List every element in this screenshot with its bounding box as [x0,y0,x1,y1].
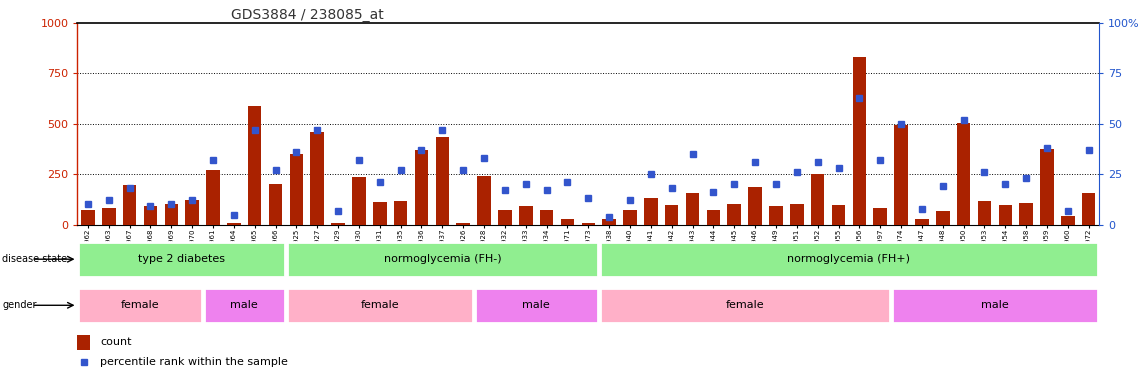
Text: disease state: disease state [2,254,67,264]
Bar [394,202,408,225]
Bar [248,106,262,225]
Bar [874,207,887,225]
Bar [915,218,928,225]
Bar [706,210,720,225]
Bar [144,207,157,225]
Bar [644,199,657,225]
Text: male: male [523,300,550,310]
Bar [623,210,637,225]
Bar [894,125,908,225]
Bar [475,288,598,323]
Bar [1040,149,1054,225]
Bar [603,218,616,225]
Text: gender: gender [2,300,36,310]
Text: normoglycemia (FH+): normoglycemia (FH+) [787,254,910,264]
Text: male: male [230,300,259,310]
Text: percentile rank within the sample: percentile rank within the sample [100,357,288,367]
Text: male: male [981,300,1009,310]
Bar [831,205,845,225]
Bar [287,288,473,323]
Bar [936,210,950,225]
Bar [227,223,240,225]
Bar [560,218,574,225]
Bar [540,210,554,225]
Bar [999,205,1013,225]
Bar [79,288,202,323]
Bar [769,207,782,225]
Bar [457,223,470,225]
Bar [665,205,679,225]
Text: female: female [360,300,399,310]
Bar [81,210,95,225]
Text: type 2 diabetes: type 2 diabetes [138,254,226,264]
Bar [728,205,741,225]
Bar [164,205,178,225]
Bar [79,242,285,277]
Bar [289,154,303,225]
Bar [811,174,825,225]
Bar [352,177,366,225]
Bar [600,288,890,323]
Bar [287,242,598,277]
Bar [1062,215,1074,225]
Bar [123,185,137,225]
Bar [686,194,699,225]
Bar [331,223,345,225]
Bar [748,187,762,225]
Text: GDS3884 / 238085_at: GDS3884 / 238085_at [231,8,384,22]
Bar [582,223,595,225]
Bar [435,137,449,225]
Bar [269,184,282,225]
Bar [600,242,1098,277]
Bar [477,176,491,225]
Bar [103,207,115,225]
Bar [957,123,970,225]
Bar [372,202,386,225]
Text: normoglycemia (FH-): normoglycemia (FH-) [384,254,501,264]
Bar [415,150,428,225]
Bar [206,170,220,225]
Bar [892,288,1098,323]
Bar [311,132,323,225]
Bar [498,210,511,225]
Bar [1082,194,1096,225]
Bar [1019,204,1033,225]
Bar [204,288,285,323]
Bar [977,202,991,225]
Text: female: female [121,300,159,310]
Bar [853,57,866,225]
Text: female: female [726,300,764,310]
Bar [519,207,533,225]
Bar [77,334,90,350]
Bar [186,200,199,225]
Bar [790,205,804,225]
Text: count: count [100,338,132,348]
